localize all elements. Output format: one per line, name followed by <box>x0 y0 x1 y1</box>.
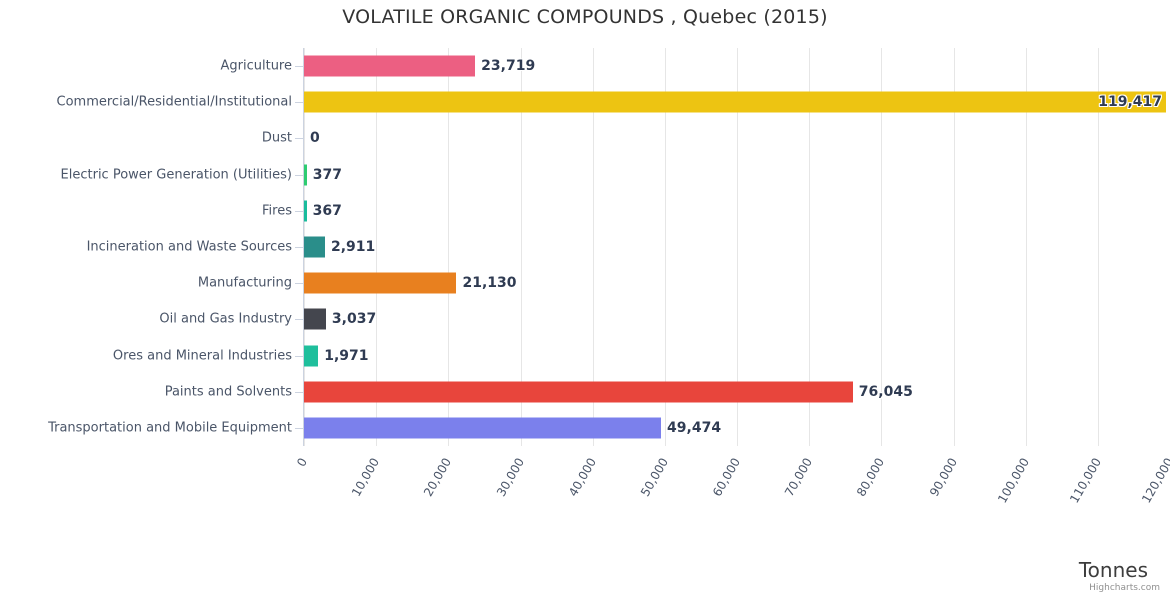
y-axis-tick-mark <box>295 210 303 212</box>
bar-value-label: 21,130 <box>462 275 517 292</box>
category-label: Incineration and Waste Sources <box>86 239 292 255</box>
bar[interactable] <box>304 55 476 77</box>
x-axis-tick-label: 40,000 <box>565 455 599 499</box>
gridline <box>592 48 594 446</box>
category-label: Paints and Solvents <box>164 384 292 400</box>
y-axis-tick-mark <box>295 138 303 140</box>
bar-value-label: 23,719 <box>481 58 536 75</box>
category-label: Electric Power Generation (Utilities) <box>60 167 292 183</box>
x-axis-tick-label: 110,000 <box>1066 455 1104 506</box>
y-axis-tick-mark <box>295 319 303 321</box>
bar[interactable] <box>304 91 1166 113</box>
bar[interactable] <box>304 200 307 222</box>
x-axis-tick-labels: 0 10,000 20,000 30,000 40,000 50,000 60,000 70,… <box>294 446 1170 526</box>
gridline <box>376 48 378 446</box>
y-axis-tick-mark <box>295 102 303 104</box>
bar[interactable] <box>304 164 307 186</box>
bar-value-label: 367 <box>312 202 342 219</box>
x-axis-tick-label: 120,000 <box>1139 455 1170 506</box>
y-axis-category-labels: Agriculture Commercial/Residential/Instit… <box>0 48 303 446</box>
bar[interactable] <box>304 272 457 294</box>
bar-value-label: 1,971 <box>324 347 369 364</box>
x-axis-tick-label: 90,000 <box>926 455 960 499</box>
y-axis-tick-mark <box>295 66 303 68</box>
gridline <box>737 48 738 446</box>
y-axis-tick-mark <box>295 427 303 429</box>
x-axis-title: Tonnes <box>1078 558 1148 582</box>
y-axis-tick-mark <box>295 391 303 393</box>
x-axis-tick-label: 60,000 <box>709 455 744 499</box>
page-title: VOLATILE ORGANIC COMPOUNDS , Quebec (201… <box>342 6 828 28</box>
x-axis-tick-label: 10,000 <box>349 455 383 499</box>
plot-area: 23,719 119,417 0 377 367 2,911 21,130 3,037 1,97… <box>304 48 1170 446</box>
gridline <box>448 48 450 446</box>
gridline <box>809 48 811 446</box>
bar[interactable] <box>304 236 325 258</box>
gridline <box>881 48 883 446</box>
highcharts-credit: Highcharts.com <box>1089 583 1160 593</box>
bar-value-label: 76,045 <box>858 383 913 400</box>
y-axis-line <box>303 48 304 446</box>
bar-value-label: 2,911 <box>331 239 376 255</box>
x-axis-tick-label: 0 <box>294 455 311 470</box>
y-axis-tick-mark <box>295 174 303 176</box>
x-axis-tick-label: 50,000 <box>637 455 671 499</box>
category-label: Dust <box>261 130 292 146</box>
bar-value-label: 119,417 <box>1098 94 1162 111</box>
category-label: Manufacturing <box>197 275 292 291</box>
bar[interactable] <box>304 308 326 330</box>
gridline <box>1025 48 1027 446</box>
category-label: Transportation and Mobile Equipment <box>48 420 292 436</box>
category-label: Oil and Gas Industry <box>159 311 292 327</box>
category-label: Ores and Mineral Industries <box>112 348 292 364</box>
gridline <box>953 48 955 446</box>
y-axis-tick-mark <box>295 247 303 248</box>
category-label: Agriculture <box>220 58 293 74</box>
bar[interactable] <box>304 417 662 439</box>
x-axis-tick-label: 30,000 <box>493 455 527 499</box>
bar-value-label: 49,474 <box>667 419 722 436</box>
x-axis-tick-label: 100,000 <box>994 455 1032 506</box>
gridline <box>664 48 666 446</box>
bar[interactable] <box>304 345 319 367</box>
category-label: Fires <box>262 203 292 219</box>
y-axis-tick-mark <box>295 355 303 357</box>
bar[interactable] <box>304 381 853 403</box>
bar-value-label: 3,037 <box>331 311 377 328</box>
category-label: Commercial/Residential/Institutional <box>56 94 293 110</box>
y-axis-tick-mark <box>295 283 303 285</box>
x-axis-tick-label: 70,000 <box>782 455 816 499</box>
bar-value-label: 377 <box>312 166 342 183</box>
x-axis-tick-label: 80,000 <box>854 455 888 499</box>
x-axis-tick-label: 20,000 <box>421 455 455 499</box>
bar-value-label: 0 <box>310 130 320 147</box>
gridline <box>520 48 522 446</box>
gridline <box>1097 48 1099 446</box>
